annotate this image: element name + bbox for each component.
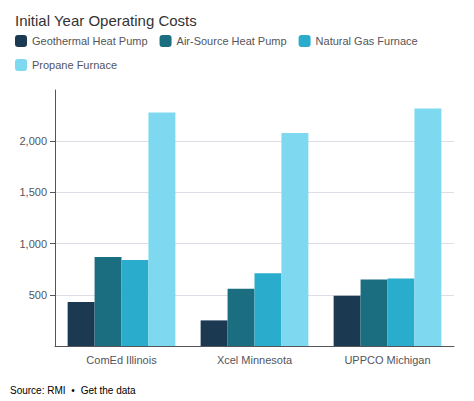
- svg-text:Air-Source Heat Pump: Air-Source Heat Pump: [177, 35, 287, 47]
- svg-text:500: 500: [29, 289, 47, 301]
- svg-text:Get the data: Get the data: [81, 385, 136, 396]
- svg-text:Xcel Minnesota: Xcel Minnesota: [217, 354, 293, 366]
- svg-text:Initial Year Operating Costs: Initial Year Operating Costs: [15, 12, 197, 29]
- svg-text:Propane Furnace: Propane Furnace: [32, 59, 117, 71]
- svg-text:Source: RMI •: Source: RMI •: [10, 385, 75, 396]
- svg-text:ComEd Illinois: ComEd Illinois: [86, 354, 157, 366]
- svg-text:2,000: 2,000: [19, 135, 47, 147]
- svg-text:1,500: 1,500: [19, 186, 47, 198]
- svg-text:Natural Gas Furnace: Natural Gas Furnace: [316, 35, 418, 47]
- svg-text:Geothermal Heat Pump: Geothermal Heat Pump: [32, 35, 148, 47]
- svg-text:UPPCO Michigan: UPPCO Michigan: [344, 354, 430, 366]
- svg-text:1,000: 1,000: [19, 238, 47, 250]
